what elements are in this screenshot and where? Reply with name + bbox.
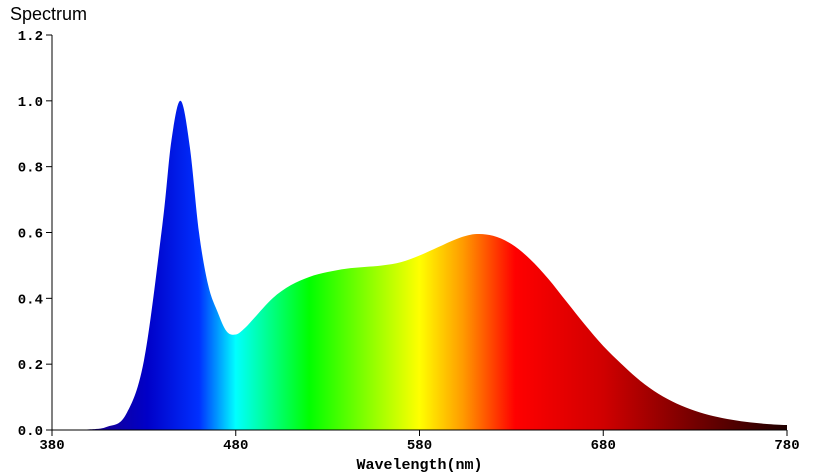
x-tick-label: 580	[407, 438, 432, 454]
x-tick-label: 780	[774, 438, 799, 454]
y-tick-label: 1.0	[18, 95, 43, 111]
x-tick-label: 480	[223, 438, 248, 454]
x-tick-label: 680	[591, 438, 616, 454]
x-tick-label: 380	[39, 438, 64, 454]
spectrum-area	[52, 100, 787, 430]
y-tick-label: 1.2	[18, 29, 43, 45]
y-tick-label: 0.6	[18, 227, 43, 243]
y-tick-label: 0.2	[18, 358, 43, 374]
y-tick-label: 0.4	[18, 292, 43, 308]
y-tick-label: 0.0	[18, 424, 43, 440]
y-tick-label: 0.8	[18, 161, 43, 177]
x-axis-title: Wavelength(nm)	[356, 457, 482, 474]
chart-title: Spectrum	[10, 4, 88, 24]
